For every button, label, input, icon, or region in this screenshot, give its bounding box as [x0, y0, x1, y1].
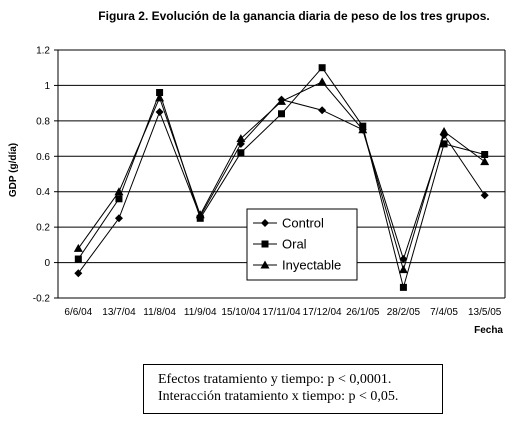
data-point-diamond — [74, 269, 83, 278]
data-point-square — [261, 240, 269, 248]
data-point-diamond — [261, 219, 269, 227]
data-point-triangle — [317, 77, 327, 86]
data-point-square — [196, 214, 204, 222]
x-tick-label: 11/9/04 — [184, 307, 217, 318]
data-point-triangle — [439, 126, 449, 135]
x-tick-label: 17/12/04 — [303, 307, 342, 318]
data-point-triangle — [236, 134, 246, 143]
y-tick-label: 0.2 — [36, 223, 50, 234]
y-tick-label: 0.4 — [36, 187, 50, 198]
data-point-diamond — [114, 214, 123, 223]
legend-item: Control — [253, 216, 324, 231]
data-point-triangle — [155, 93, 165, 102]
series-group — [73, 64, 490, 291]
x-tick-label: 13/7/04 — [102, 307, 136, 318]
y-tick-label: 0.6 — [36, 152, 50, 163]
x-tick-label: 11/8/04 — [143, 307, 176, 318]
x-tick-label: 13/5/05 — [468, 307, 502, 318]
data-point-diamond — [155, 108, 164, 116]
y-tick-label: 1.2 — [36, 46, 50, 57]
y-tick-label: 0 — [44, 258, 50, 269]
data-point-triangle — [114, 187, 124, 196]
statistics-note-line-1: Efectos tratamiento y tiempo: p < 0,0001… — [158, 372, 392, 387]
data-point-square — [278, 110, 285, 118]
data-point-triangle — [358, 125, 368, 134]
statistics-note-box: Efectos tratamiento y tiempo: p < 0,0001… — [143, 364, 443, 414]
statistics-note-line-2: Interacción tratamiento x tiempo: p < 0,… — [158, 389, 399, 404]
y-tick-label: -0.2 — [33, 294, 51, 305]
x-tick-label: 7/4/05 — [430, 307, 458, 318]
x-tick-label: 17/11/04 — [262, 307, 301, 318]
data-point-square — [399, 283, 407, 291]
data-point-square — [115, 195, 123, 203]
y-tick-label: 0.8 — [36, 116, 50, 127]
legend: Control Oral Inyectable — [246, 208, 358, 281]
line-chart: -0.2 0 0.2 0.4 0.6 0.8 1 1.2 6/6/04 13/7/04 11/8/… — [8, 46, 506, 336]
x-tick-label: 26/1/05 — [346, 307, 380, 318]
data-point-square — [156, 89, 164, 97]
data-point-triangle — [260, 260, 270, 269]
data-point-square — [74, 255, 82, 263]
chart-title: Figura 2. Evolución de la ganancia diari… — [98, 9, 490, 23]
legend-label: Inyectable — [282, 258, 341, 273]
data-point-diamond — [480, 191, 489, 200]
data-point-diamond — [318, 106, 327, 115]
data-point-square — [440, 140, 448, 148]
x-tick-label: 6/6/04 — [64, 307, 92, 318]
data-point-triangle — [480, 157, 490, 166]
x-tick-label: 15/10/04 — [221, 307, 260, 318]
x-tick-labels: 6/6/04 13/7/04 11/8/04 11/9/04 15/10/04 17/11… — [64, 307, 501, 318]
data-point-triangle — [73, 243, 83, 252]
legend-label: Control — [282, 216, 324, 231]
data-point-triangle — [398, 265, 408, 274]
y-tick-label: 1 — [44, 81, 50, 92]
x-axis-label: Fecha — [474, 325, 503, 336]
y-tick-labels: -0.2 0 0.2 0.4 0.6 0.8 1 1.2 — [33, 46, 51, 305]
legend-item: Oral — [253, 237, 307, 252]
y-axis-label: GDP (g/día) — [8, 143, 19, 197]
legend-label: Oral — [282, 237, 307, 252]
data-point-square — [481, 151, 489, 159]
series-inyectable — [73, 77, 490, 274]
data-point-triangle — [195, 210, 205, 219]
data-point-square — [237, 149, 245, 157]
x-tick-label: 28/2/05 — [387, 307, 421, 318]
data-point-triangle — [277, 96, 286, 105]
data-point-square — [318, 64, 326, 72]
legend-item: Inyectable — [253, 258, 341, 273]
